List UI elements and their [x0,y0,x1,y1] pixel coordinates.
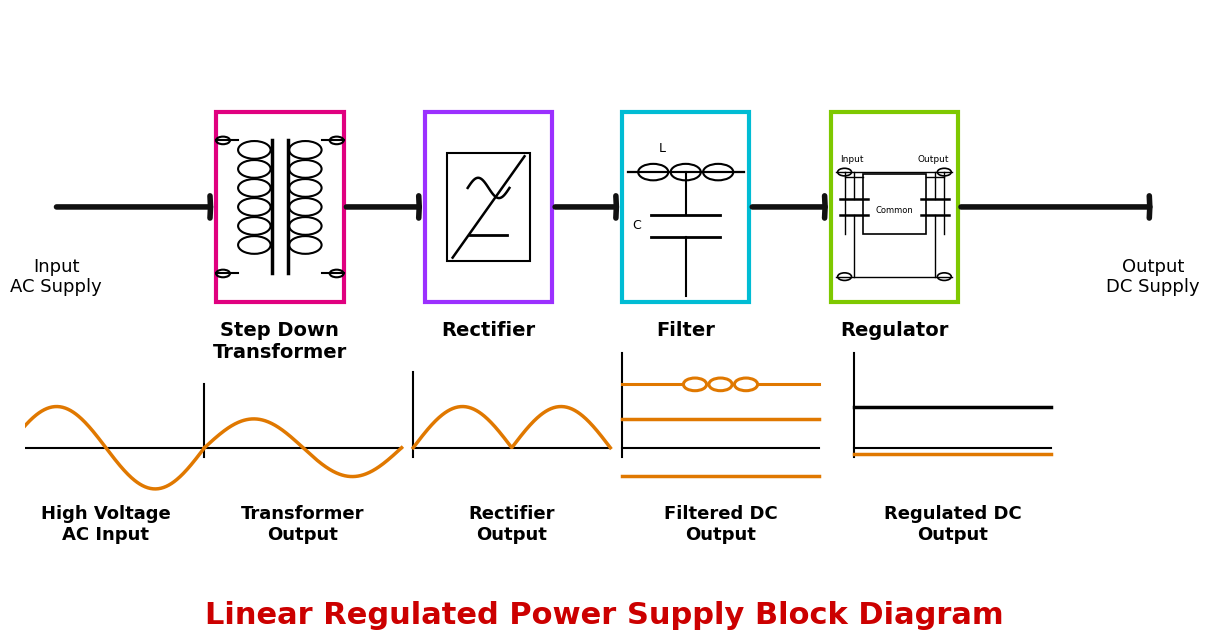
FancyBboxPatch shape [446,153,530,261]
FancyBboxPatch shape [622,112,749,302]
Text: Step Down
Transformer: Step Down Transformer [213,321,347,362]
Text: Input
AC Supply: Input AC Supply [10,257,102,297]
FancyBboxPatch shape [425,112,552,302]
Text: Linear Regulated Power Supply Block Diagram: Linear Regulated Power Supply Block Diag… [206,601,1004,630]
Text: Rectifier
Output: Rectifier Output [468,505,555,544]
Text: High Voltage
AC Input: High Voltage AC Input [41,505,171,544]
Text: Input: Input [840,155,864,164]
FancyBboxPatch shape [217,112,344,302]
Text: Output
DC Supply: Output DC Supply [1106,257,1200,297]
Text: Common: Common [876,205,914,214]
Text: Output: Output [917,155,949,164]
FancyBboxPatch shape [863,174,927,234]
Text: Regulated DC
Output: Regulated DC Output [883,505,1021,544]
Text: Transformer
Output: Transformer Output [241,505,364,544]
Text: Rectifier: Rectifier [442,321,536,340]
FancyBboxPatch shape [830,112,958,302]
Text: Filtered DC
Output: Filtered DC Output [663,505,777,544]
Text: L: L [659,141,666,155]
Text: Regulator: Regulator [840,321,949,340]
Text: C: C [633,220,641,232]
Text: Filter: Filter [656,321,715,340]
